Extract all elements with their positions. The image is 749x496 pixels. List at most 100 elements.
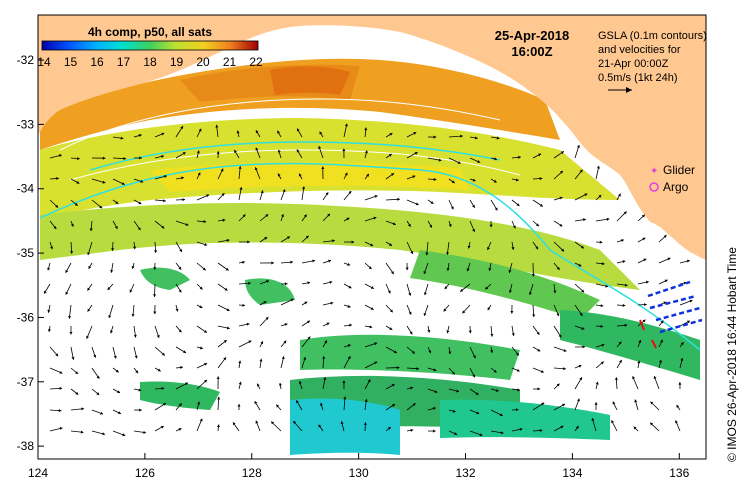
velocity-arrowhead xyxy=(304,301,308,305)
velocity-arrowhead xyxy=(161,225,165,229)
velocity-arrowhead xyxy=(107,287,111,290)
velocity-arrowhead xyxy=(296,149,300,153)
glider-marker-icon: ✦ xyxy=(650,166,658,177)
velocity-arrowhead xyxy=(427,329,431,333)
velocity-arrowhead xyxy=(327,213,331,217)
velocity-arrowhead xyxy=(686,259,690,263)
velocity-arrowhead xyxy=(584,193,588,197)
velocity-arrowhead xyxy=(423,312,427,316)
velocity-arrowhead xyxy=(410,428,414,432)
velocity-arrowhead xyxy=(474,136,478,140)
velocity-arrowhead xyxy=(664,279,668,283)
x-axis: 124 126 128 130 132 134 136 xyxy=(28,453,690,480)
velocity-arrowhead xyxy=(281,214,284,217)
velocity-arrowhead xyxy=(226,326,230,330)
velocity-arrowhead xyxy=(412,403,416,407)
velocity-arrowhead xyxy=(347,344,351,348)
velocity-arrowhead xyxy=(283,340,287,344)
velocity-arrowhead xyxy=(601,343,605,347)
velocity-arrowhead xyxy=(408,292,412,296)
credit-text: © IMOS 26-Apr-2018 16:44 Hobart Time xyxy=(725,247,739,462)
velocity-arrowhead xyxy=(368,266,372,270)
velocity-arrowhead xyxy=(115,201,119,204)
velocity-arrowhead xyxy=(70,251,74,254)
velocity-arrowhead xyxy=(153,311,157,315)
velocity-arrowhead xyxy=(561,248,565,252)
velocity-arrowhead xyxy=(493,179,497,183)
velocity-arrowhead xyxy=(203,220,207,224)
velocity-arrowhead xyxy=(391,384,395,387)
velocity-arrowhead xyxy=(347,262,351,266)
velocity-arrowhead xyxy=(612,401,616,405)
x-tick-label: 134 xyxy=(562,466,582,480)
velocity-arrowhead xyxy=(326,322,330,326)
velocity-arrowhead xyxy=(204,362,208,366)
velocity-arrowhead xyxy=(318,424,322,428)
colorbar-tick-label: 16 xyxy=(90,55,104,69)
velocity-arrowhead xyxy=(428,350,432,354)
colorbar-title: 4h comp, p50, all sats xyxy=(88,25,212,39)
velocity-arrowhead xyxy=(487,247,490,251)
velocity-arrowhead xyxy=(531,273,535,277)
velocity-arrowhead xyxy=(581,289,585,293)
velocity-arrowhead xyxy=(364,150,368,154)
velocity-arrowhead xyxy=(623,211,627,215)
velocity-arrowhead xyxy=(432,407,436,411)
velocity-arrowhead xyxy=(516,368,520,372)
x-tick-label: 132 xyxy=(456,466,476,480)
velocity-arrowhead xyxy=(329,280,333,284)
velocity-arrowhead xyxy=(180,126,184,130)
velocity-arrowhead xyxy=(591,418,595,421)
velocity-arrowhead xyxy=(281,356,285,360)
velocity-arrowhead xyxy=(222,218,226,222)
velocity-arrowhead xyxy=(284,323,288,327)
velocity-arrowhead xyxy=(472,374,476,378)
velocity-arrowhead xyxy=(108,315,112,319)
velocity-arrowhead xyxy=(129,289,133,293)
legend-glider-label: Glider xyxy=(663,163,695,177)
velocity-arrowhead xyxy=(578,364,582,368)
velocity-arrowhead xyxy=(110,269,114,273)
velocity-arrowhead xyxy=(559,196,563,200)
velocity-arrowhead xyxy=(102,432,106,436)
velocity-arrowhead xyxy=(286,236,290,240)
velocity-arrowhead xyxy=(325,192,329,196)
velocity-arrowhead xyxy=(306,320,310,324)
velocity-arrowhead xyxy=(179,249,182,253)
velocity-arrowhead xyxy=(575,425,579,429)
velocity-arrowhead xyxy=(81,407,84,411)
velocity-arrowhead xyxy=(528,292,532,296)
velocity-arrowhead xyxy=(516,203,520,206)
velocity-arrowhead xyxy=(450,206,454,210)
velocity-arrowhead xyxy=(87,252,91,256)
velocity-arrowhead xyxy=(433,177,437,181)
velocity-arrowhead xyxy=(650,401,654,405)
velocity-arrowhead xyxy=(389,243,393,246)
velocity-arrowhead xyxy=(102,180,106,184)
velocity-arrowhead xyxy=(59,426,63,430)
velocity-arrowhead xyxy=(178,428,182,431)
velocity-arrowhead xyxy=(259,358,263,362)
velocity-arrowhead xyxy=(265,317,269,320)
velocity-arrowhead xyxy=(278,382,282,386)
velocity-arrowhead xyxy=(596,165,600,169)
velocity-arrowhead xyxy=(133,246,137,250)
velocity-arrowhead xyxy=(601,262,605,266)
velocity-arrowhead xyxy=(462,310,466,314)
colorbar-tick-label: 19 xyxy=(170,55,184,69)
velocity-arrowhead xyxy=(408,311,412,315)
velocity-arrowhead xyxy=(53,226,57,230)
velocity-arrowhead xyxy=(472,204,475,208)
velocity-arrowhead xyxy=(199,346,203,350)
velocity-arrowhead xyxy=(276,404,280,408)
velocity-arrowhead xyxy=(583,218,586,222)
velocity-arrowhead xyxy=(153,267,157,270)
velocity-arrowhead xyxy=(494,157,498,161)
velocity-arrowhead xyxy=(633,426,637,430)
velocity-arrowhead xyxy=(242,303,246,307)
velocity-arrowhead xyxy=(580,245,584,249)
velocity-arrowhead xyxy=(206,194,210,198)
velocity-arrowhead xyxy=(535,223,539,227)
velocity-arrowhead xyxy=(296,400,299,404)
velocity-arrowhead xyxy=(535,246,539,250)
